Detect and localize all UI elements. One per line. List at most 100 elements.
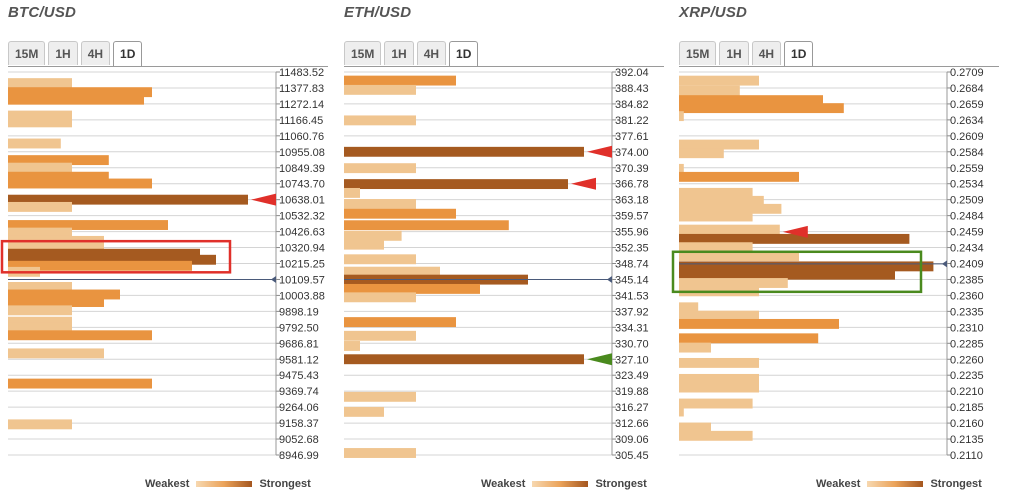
eth-tab-1h[interactable]: 1H xyxy=(384,41,414,65)
xrp-tab-1d[interactable]: 1D xyxy=(784,41,814,67)
eth-tick-label: 345.14 xyxy=(615,274,649,286)
eth-level-bar xyxy=(344,448,416,458)
btc-level-bar xyxy=(8,378,152,389)
eth-level-bar xyxy=(344,230,402,241)
btc-tick-label: 9369.74 xyxy=(279,386,319,398)
btc-level-bar xyxy=(8,260,192,271)
btc-tick-label: 9792.50 xyxy=(279,322,319,334)
btc-tab-4h[interactable]: 4H xyxy=(80,41,111,65)
xrp-level-bar xyxy=(679,111,684,122)
xrp-level-bar xyxy=(679,242,753,253)
btc-level-bar xyxy=(8,87,152,98)
btc-tick-label: 9898.19 xyxy=(279,306,319,318)
btc-tick-label: 10955.08 xyxy=(279,147,325,159)
xrp-level-bar xyxy=(679,398,753,409)
xrp-tick-label: 0.2459 xyxy=(950,227,984,239)
xrp-tab-4h[interactable]: 4H xyxy=(751,41,782,65)
xrp-level-bar xyxy=(679,261,934,272)
eth-panel: ETH/USD 15M 1H 4H 1D Weakest Strongest xyxy=(336,0,672,495)
btc-level-bar xyxy=(8,242,104,253)
xrp-level-bar xyxy=(679,139,759,150)
xrp-tick-label: 0.2659 xyxy=(950,99,984,111)
xrp-tab-1h[interactable]: 1H xyxy=(719,41,749,65)
eth-tab-15m[interactable]: 15M xyxy=(344,41,382,65)
btc-level-bar xyxy=(8,94,144,105)
eth-level-bar xyxy=(344,187,360,198)
xrp-level-bar xyxy=(679,95,823,106)
eth-arrow-marker-red xyxy=(587,145,612,158)
eth-tab-4h[interactable]: 4H xyxy=(416,41,447,65)
eth-tick-label: 359.57 xyxy=(615,211,649,223)
btc-tick-label: 10109.57 xyxy=(279,274,325,286)
btc-level-bar xyxy=(8,178,152,189)
eth-level-bar xyxy=(344,406,384,417)
eth-tick-label: 316.27 xyxy=(615,402,649,414)
xrp-tick-label: 0.2484 xyxy=(950,211,984,223)
xrp-legend: Weakest Strongest xyxy=(816,478,982,490)
btc-tick-label: 9264.06 xyxy=(279,402,319,414)
btc-level-bar xyxy=(8,220,168,230)
xrp-level-bar xyxy=(679,251,799,262)
eth-tick-label: 381.22 xyxy=(615,115,649,127)
eth-level-bar xyxy=(344,354,584,365)
xrp-level-bar xyxy=(679,382,759,393)
btc-tick-label: 10743.70 xyxy=(279,179,325,191)
xrp-tab-underline xyxy=(679,66,999,67)
xrp-level-bar xyxy=(679,430,753,441)
eth-level-bar xyxy=(344,163,416,174)
btc-level-bar xyxy=(8,155,109,166)
eth-current-price-marker xyxy=(607,275,612,283)
eth-tab-1d[interactable]: 1D xyxy=(449,41,479,67)
xrp-level-bar xyxy=(679,342,711,353)
btc-level-bar xyxy=(8,254,216,265)
btc-tick-label: 11166.45 xyxy=(279,115,323,127)
xrp-level-bar xyxy=(679,278,788,288)
eth-level-bar xyxy=(344,220,509,231)
eth-level-bar xyxy=(344,341,360,351)
eth-level-bar xyxy=(344,266,440,277)
xrp-level-bar xyxy=(679,318,839,329)
xrp-tab-15m[interactable]: 15M xyxy=(679,41,717,65)
eth-level-bar xyxy=(344,317,456,328)
btc-legend: Weakest Strongest xyxy=(145,478,311,490)
xrp-level-bar xyxy=(679,357,759,368)
btc-tab-15m[interactable]: 15M xyxy=(8,41,46,65)
xrp-tick-label: 0.2534 xyxy=(950,179,984,191)
eth-tick-label: 327.10 xyxy=(615,354,649,366)
xrp-level-bar xyxy=(679,310,759,321)
xrp-tick-label: 0.2709 xyxy=(950,67,984,79)
xrp-legend-gradient xyxy=(867,481,924,487)
xrp-highlight-box xyxy=(671,250,923,294)
eth-arrow-marker-green xyxy=(587,353,612,366)
btc-tab-underline xyxy=(8,66,328,67)
btc-tick-label: 10849.39 xyxy=(279,163,325,175)
xrp-level-bar xyxy=(679,373,759,384)
btc-level-bar xyxy=(8,171,109,182)
eth-tick-label: 352.35 xyxy=(615,243,649,255)
btc-tick-label: 10426.63 xyxy=(279,227,325,239)
xrp-tick-label: 0.2110 xyxy=(950,450,983,462)
btc-legend-gradient xyxy=(196,481,253,487)
eth-tick-label: 388.43 xyxy=(615,83,649,95)
xrp-tick-label: 0.2584 xyxy=(950,147,984,159)
eth-level-bar xyxy=(344,239,384,250)
btc-level-bar xyxy=(8,289,120,300)
xrp-level-bar xyxy=(679,422,711,433)
eth-tick-label: 337.92 xyxy=(615,306,649,318)
btc-tab-1d[interactable]: 1D xyxy=(113,41,143,67)
xrp-tick-label: 0.2509 xyxy=(950,195,984,207)
eth-level-bar xyxy=(344,254,416,265)
eth-level-bar xyxy=(344,330,416,341)
xrp-timeframe-tabs: 15M 1H 4H 1D xyxy=(679,41,816,67)
btc-tab-1h[interactable]: 1H xyxy=(48,41,78,65)
eth-tick-label: 341.53 xyxy=(615,290,649,302)
btc-level-bar xyxy=(8,227,72,238)
xrp-tick-label: 0.2360 xyxy=(950,290,984,302)
btc-tick-label: 11483.52 xyxy=(279,67,324,79)
btc-level-bar xyxy=(8,117,72,128)
eth-tick-label: 312.66 xyxy=(615,418,649,430)
eth-level-bar xyxy=(344,84,416,95)
eth-arrow-marker-red xyxy=(571,177,596,190)
btc-tick-label: 9686.81 xyxy=(279,338,319,350)
xrp-level-bar xyxy=(679,195,764,206)
